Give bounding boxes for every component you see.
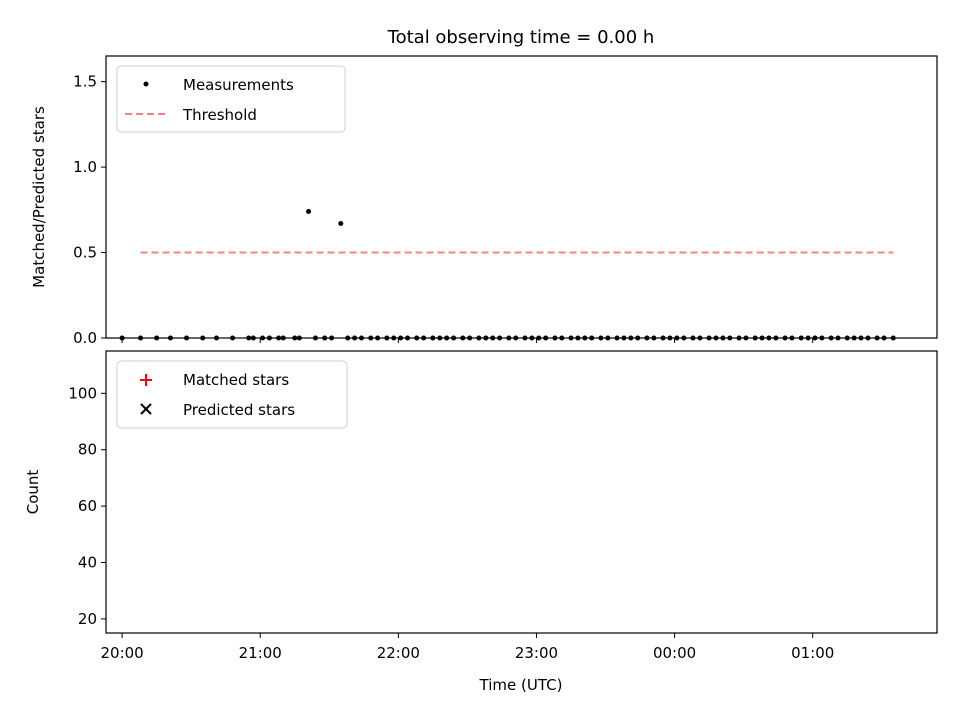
legend-measurements-marker — [143, 81, 149, 87]
x-tick-label: 21:00 — [239, 644, 282, 662]
top-y-axis-label: Matched/Predicted stars — [30, 106, 48, 288]
bottom-plot-frame — [105, 350, 938, 634]
top-y-tick-label: 0.5 — [73, 244, 97, 262]
bottom-y-tick-label: 40 — [78, 554, 97, 572]
legend-measurements-label: Measurements — [183, 76, 294, 94]
legend-threshold-label: Threshold — [182, 106, 257, 124]
bottom-y-tick-label: 60 — [78, 497, 97, 515]
x-axis-label: Time (UTC) — [479, 676, 563, 694]
top-chart-title: Total observing time = 0.00 h — [387, 27, 655, 48]
x-tick-label: 01:00 — [791, 644, 834, 662]
top-legend: Measurements Threshold — [116, 65, 346, 133]
bottom-legend: Matched stars Predicted stars — [116, 360, 348, 429]
top-legend-box — [116, 65, 346, 133]
x-tick-label: 20:00 — [100, 644, 143, 662]
bottom-y-tick-label: 20 — [78, 610, 97, 628]
bottom-y-tick-label: 100 — [68, 384, 97, 402]
bottom-y-axis-label: Count — [24, 470, 42, 515]
measurement-point — [338, 220, 344, 226]
bottom-y-tick-label: 80 — [78, 441, 97, 459]
measurement-point — [306, 209, 312, 215]
top-y-tick-label: 1.5 — [73, 73, 97, 91]
top-plot-frame — [105, 55, 938, 339]
legend-predicted-label: Predicted stars — [183, 401, 295, 419]
bottom-panel: 20 40 60 80 100 20:00 21:00 22:00 23:00 00:00 01:0… — [68, 384, 834, 662]
top-y-tick-label: 1.0 — [73, 158, 97, 176]
x-tick-label: 23:00 — [515, 644, 558, 662]
legend-predicted-marker — [140, 403, 152, 415]
x-tick-label: 00:00 — [653, 644, 696, 662]
legend-matched-label: Matched stars — [183, 371, 289, 389]
bottom-legend-box — [116, 360, 348, 429]
top-y-tick-label: 0.0 — [73, 329, 97, 347]
legend-matched-marker — [140, 374, 152, 386]
x-tick-label: 22:00 — [377, 644, 420, 662]
